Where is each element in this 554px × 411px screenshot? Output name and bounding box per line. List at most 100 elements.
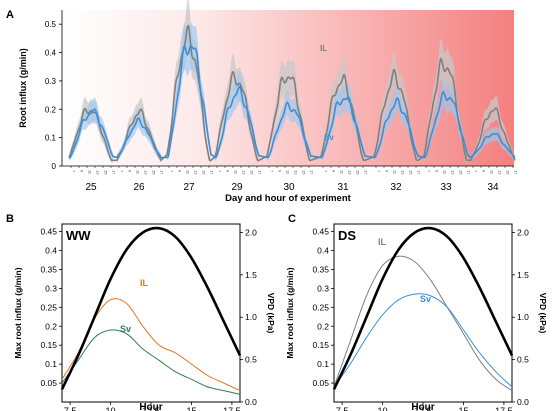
hour-tick-label: 13 <box>401 170 406 175</box>
y-tick-label: 0.05 <box>40 378 57 388</box>
hour-tick-label: 9 <box>332 170 337 173</box>
y-tick-label: 0.4 <box>317 246 329 256</box>
y-tick-label: 0.2 <box>45 321 57 331</box>
panel-b-y-label: Max root influx (g/min) <box>13 267 23 358</box>
panel-c-y2-label: VPD (kPa) <box>538 293 548 334</box>
hour-tick-label: 13 <box>451 170 456 175</box>
hour-tick-label: 15 <box>506 170 511 175</box>
hour-tick-label: 13 <box>294 170 299 175</box>
hour-tick-label: 15 <box>250 170 255 175</box>
hour-tick-label: 13 <box>144 170 149 175</box>
y-tick-label: 0 <box>52 162 57 171</box>
y-tick-label: 0.1 <box>45 359 57 369</box>
y-tick-label: 0.45 <box>40 227 57 237</box>
x-tick-label: 12.5 <box>414 406 432 411</box>
hour-tick-label: 7 <box>120 170 125 173</box>
panel-a-y-ticks: 0 0.1 0.2 0.3 0.4 0.5 <box>45 20 62 171</box>
y-tick-label: 0.1 <box>317 359 329 369</box>
hour-tick-label: 9 <box>226 170 231 173</box>
sv-series-line <box>333 293 513 388</box>
panel-a-day-labels: 25 26 27 29 30 31 32 33 34 <box>85 182 499 193</box>
day-label: 32 <box>390 182 402 193</box>
y-tick-label: 0.3 <box>317 283 329 293</box>
hour-tick-label: 9 <box>385 170 390 173</box>
day-label: 30 <box>283 182 295 193</box>
day-label: 26 <box>133 182 145 193</box>
panel-b-sv-label: Sv <box>120 324 131 334</box>
hour-tick-label: 15 <box>202 170 207 175</box>
sv-se-band <box>424 77 468 161</box>
y-tick-label: 0.3 <box>45 77 57 86</box>
hour-tick-label: 11 <box>186 170 191 175</box>
y-tick-label: 0.2 <box>317 321 329 331</box>
hour-tick-label: 13 <box>348 170 353 175</box>
hour-tick-label: 15 <box>409 170 414 175</box>
y-tick-label: 0.45 <box>312 227 329 237</box>
x-tick-label: 7.5 <box>64 406 77 411</box>
hour-tick-label: 17 <box>417 170 422 175</box>
sv-series-line <box>69 44 516 159</box>
sv-se-band <box>215 70 259 161</box>
hour-tick-label: 9 <box>435 170 440 173</box>
y-tick-label: 0.35 <box>40 264 57 274</box>
hour-tick-label: 15 <box>356 170 361 175</box>
hour-tick-label: 11 <box>88 170 93 175</box>
x-tick-label: 15 <box>186 406 196 411</box>
x-tick-label: 10 <box>378 406 388 411</box>
hour-tick-label: 15 <box>459 170 464 175</box>
panel-c: C DS 7.5 10 12.5 15 17.5 0.05 0.1 0.15 0.2 0.25 0.… <box>285 213 548 411</box>
day-label: 33 <box>440 182 452 193</box>
y-tick-label: 0.15 <box>312 340 329 350</box>
panel-b-y2-label: VPD (kPa) <box>266 293 276 334</box>
panel-b-il-label: IL <box>140 278 149 288</box>
hour-tick-label: 13 <box>96 170 101 175</box>
x-tick-label: 17.5 <box>223 406 241 411</box>
x-tick-label: 12.5 <box>142 406 160 411</box>
y2-tick-label: 1.5 <box>517 270 529 280</box>
panel-c-il-label: IL <box>378 237 387 247</box>
panel-c-label: C <box>288 213 296 225</box>
panel-a-label: A <box>6 9 14 21</box>
y2-tick-label: 2.0 <box>517 227 529 237</box>
hour-tick-label: 17 <box>514 170 519 175</box>
y-tick-label: 0.35 <box>312 264 329 274</box>
panel-b: B WW 7.5 10 12.5 15 17.5 0.05 0.1 0.15 0.2 0.25 0.… <box>6 213 276 411</box>
panel-c-lines <box>332 226 514 392</box>
x-tick-label: 15 <box>458 406 468 411</box>
panel-a-lines <box>68 24 516 162</box>
panel-b-frame <box>61 223 241 403</box>
panel-a-sv-label: Sv <box>324 133 334 142</box>
y-tick-label: 0.5 <box>45 20 57 29</box>
hour-tick-label: 7 <box>377 170 382 173</box>
y2-tick-label: 1.0 <box>245 312 257 322</box>
x-tick-label: 17.5 <box>495 406 513 411</box>
hour-tick-label: 17 <box>467 170 472 175</box>
hour-tick-label: 17 <box>258 170 263 175</box>
panel-a-hour-ticks: 7 9 11 13 15 17 7 9 11 13 15 17 7 9 11 13 15 17 7 9 11 13 15 17… <box>70 166 519 175</box>
hour-tick-label: 11 <box>286 170 291 175</box>
x-tick-label: 7.5 <box>336 406 349 411</box>
hour-tick-label: 7 <box>270 170 275 173</box>
hour-tick-label: 13 <box>498 170 503 175</box>
hour-tick-label: 9 <box>482 170 487 173</box>
y2-tick-label: 2.0 <box>245 227 257 237</box>
panel-c-axes: 7.5 10 12.5 15 17.5 0.05 0.1 0.15 0.2 0.25 0.3 0.35… <box>312 227 529 411</box>
hour-tick-label: 7 <box>218 170 223 173</box>
panel-b-axes: 7.5 10 12.5 15 17.5 0.05 0.1 0.15 0.2 0.25 0.3 0.35… <box>40 227 257 411</box>
hour-tick-label: 11 <box>234 170 239 175</box>
panel-b-title: WW <box>66 228 91 243</box>
y2-tick-label: 0.0 <box>245 397 257 407</box>
hour-tick-label: 11 <box>136 170 141 175</box>
day-label: 25 <box>85 182 97 193</box>
y2-tick-label: 0.0 <box>517 397 529 407</box>
panel-c-y-label: Max root influx (g/min) <box>285 267 295 358</box>
hour-tick-label: 17 <box>112 170 117 175</box>
panel-b-lines <box>60 226 242 395</box>
y-tick-label: 0.25 <box>40 302 57 312</box>
day-label: 29 <box>231 182 243 193</box>
il-series-line <box>333 255 513 392</box>
hour-tick-label: 15 <box>302 170 307 175</box>
panel-c-sv-label: Sv <box>420 294 431 304</box>
y2-tick-label: 1.0 <box>517 312 529 322</box>
